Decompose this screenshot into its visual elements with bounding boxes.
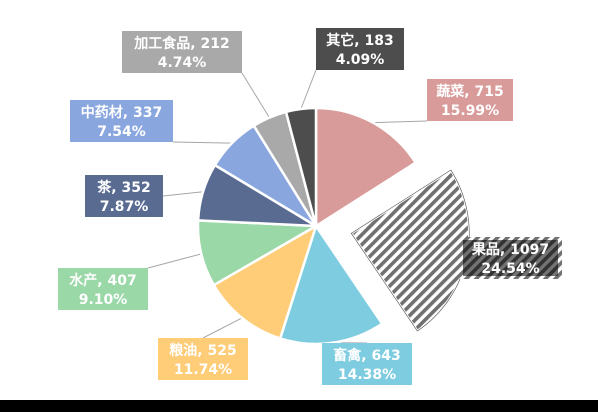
data-label-box-6 xyxy=(70,100,173,142)
data-label-percent-7: 4.74% xyxy=(158,55,207,71)
data-label-box-5 xyxy=(85,175,163,217)
pie-slices xyxy=(196,106,471,346)
data-label-box-2 xyxy=(322,343,412,385)
data-label-box-8 xyxy=(316,28,404,70)
pie-slice-8 xyxy=(284,106,318,227)
data-label-name-8: 其它, 183 xyxy=(326,32,393,49)
data-label-box-0 xyxy=(427,79,513,121)
data-label-backdrop-1 xyxy=(463,240,558,276)
leader-line-8 xyxy=(300,69,317,110)
bottom-border xyxy=(0,400,598,412)
data-label-percent-8: 4.09% xyxy=(336,52,385,68)
pie-slice-0 xyxy=(314,106,418,229)
data-label-percent-5: 7.87% xyxy=(100,199,149,215)
data-label-name-3: 粮油, 525 xyxy=(169,342,236,359)
data-label-name-2: 畜禽, 643 xyxy=(333,347,400,364)
data-label-7: 加工食品, 212 4.74% xyxy=(122,31,242,73)
data-label-6: 中药材, 337 7.54% xyxy=(70,100,173,142)
data-labels: 蔬菜, 715 15.99% 果品, 1097 24.54% 畜禽, 643 14.38%… xyxy=(58,28,562,385)
data-label-percent-0: 15.99% xyxy=(441,103,499,119)
data-label-percent-6: 7.54% xyxy=(97,124,146,140)
data-label-8: 其它, 183 4.09% xyxy=(316,28,404,70)
leader-line-3 xyxy=(202,317,243,339)
data-label-4: 水产, 407 9.10% xyxy=(58,268,148,310)
leader-line-6 xyxy=(172,141,233,144)
data-label-name-0: 蔬菜, 715 xyxy=(436,83,503,100)
leader-line-4 xyxy=(147,253,202,269)
data-label-percent-3: 11.74% xyxy=(174,362,232,378)
data-label-name-4: 水产, 407 xyxy=(69,272,136,289)
leader-line-5 xyxy=(162,191,204,197)
data-label-name-6: 中药材, 337 xyxy=(81,104,162,121)
leader-line-7 xyxy=(241,72,270,118)
pie-slice-2 xyxy=(278,223,384,346)
pie-slice-3 xyxy=(212,223,319,341)
data-label-0: 蔬菜, 715 15.99% xyxy=(427,79,513,121)
data-label-percent-2: 14.38% xyxy=(338,367,396,383)
data-label-percent-4: 9.10% xyxy=(79,292,128,308)
data-label-1: 果品, 1097 24.54% xyxy=(459,237,562,279)
data-label-name-5: 茶, 352 xyxy=(96,179,150,196)
data-label-box-4 xyxy=(58,268,148,310)
data-label-box-3 xyxy=(158,338,248,380)
data-label-box-7 xyxy=(122,31,242,73)
data-label-3: 粮油, 525 11.74% xyxy=(158,338,248,380)
data-label-name-7: 加工食品, 212 xyxy=(133,35,229,52)
leader-line-0 xyxy=(372,120,428,124)
data-label-percent-1: 24.54% xyxy=(481,261,539,277)
data-label-2: 畜禽, 643 14.38% xyxy=(322,343,412,385)
data-label-name-1: 果品, 1097 xyxy=(471,242,549,258)
data-label-5: 茶, 352 7.87% xyxy=(85,175,163,217)
